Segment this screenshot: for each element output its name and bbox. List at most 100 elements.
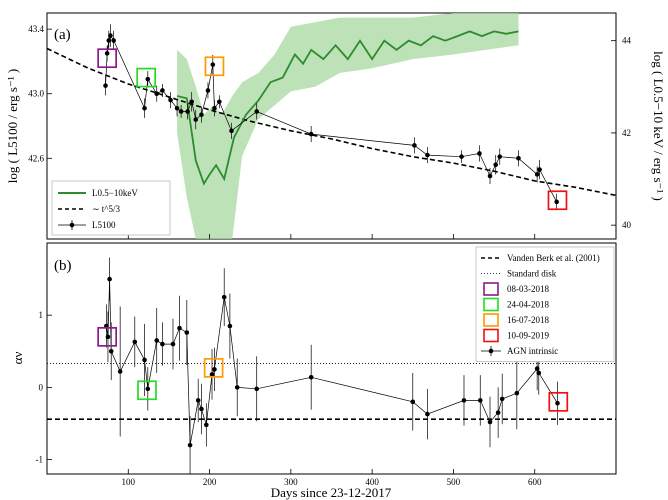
- panel-a-ticks: 42.6 43.0 43.4 40 42 44: [28, 24, 632, 239]
- l5100-point: [178, 109, 184, 114]
- y-tick-label: 43.0: [28, 89, 44, 99]
- panel-a-frame: [46, 12, 617, 240]
- x-tick-label: 600: [528, 477, 542, 487]
- x-tick-label: 200: [203, 477, 217, 487]
- highlight-box: [137, 380, 157, 401]
- y-tick-label: -1: [36, 455, 44, 465]
- l5100-point: [554, 199, 559, 205]
- l5100-point: [425, 152, 430, 158]
- y-right-tick-label: 40: [622, 220, 632, 230]
- panel-b-highlight-boxes: [97, 326, 569, 412]
- panel-b-label: (b): [54, 258, 72, 274]
- x-tick-label: 100: [122, 477, 136, 487]
- x-tick-label: 300: [284, 477, 298, 487]
- panel-a-legend: L0.5−10keV ∼ t^5/3 L5100: [51, 180, 171, 236]
- legend-swatch-box: [483, 282, 499, 296]
- legend-frame: [475, 246, 615, 362]
- agn-point: [160, 341, 165, 347]
- agn-point: [221, 294, 227, 300]
- agn-point: [410, 399, 416, 405]
- l5100-point: [199, 112, 204, 117]
- y-right-tick-label: 42: [622, 128, 631, 138]
- l5100-point: [108, 33, 113, 38]
- l5100-point: [493, 162, 498, 168]
- l5100-point: [217, 99, 222, 105]
- agn-point: [145, 386, 151, 392]
- l5100-point: [145, 76, 151, 82]
- agn-point: [105, 334, 111, 340]
- agn-point: [170, 341, 176, 347]
- agn-point: [254, 386, 260, 392]
- agn-point: [425, 411, 430, 417]
- y-tick-label: 43.4: [28, 24, 44, 34]
- legend-entry-label: 10-09-2019: [507, 331, 549, 341]
- highlight-box: [97, 48, 118, 69]
- agn-point: [209, 372, 215, 377]
- panel-b-frame: [46, 242, 617, 475]
- y-axis-title-left: log ( L5100 / erg s⁻¹ ): [5, 69, 20, 184]
- l5100-point: [189, 99, 194, 105]
- l5100-point: [412, 143, 417, 148]
- powerlaw-curve: [46, 47, 617, 197]
- l5100-point: [487, 173, 493, 179]
- panel-b: (b) -1 0 1 100 200 300 400 500 600 Vanden Berk e…: [10, 242, 617, 500]
- agn-point: [227, 323, 233, 329]
- legend-swatch-box: [483, 297, 499, 312]
- powerlaw-line: [46, 47, 617, 197]
- x-axis-title: Days since 23-12-2017: [271, 485, 392, 500]
- l5100-series: [103, 24, 559, 210]
- agn-point: [536, 370, 542, 376]
- agn-point: [212, 367, 217, 372]
- l5100-point: [160, 88, 165, 93]
- xray-series: [176, 30, 519, 186]
- l5100-point: [205, 88, 211, 93]
- x-tick-label: 400: [365, 477, 379, 487]
- highlight-box: [548, 391, 569, 412]
- l5100-point: [516, 155, 521, 161]
- l5100-point: [142, 105, 147, 111]
- legend-entry-label: AGN intrinsic: [507, 346, 558, 356]
- agn-point: [184, 330, 190, 335]
- agn-point: [142, 357, 147, 363]
- l5100-point: [185, 109, 190, 114]
- highlight-box: [136, 67, 157, 88]
- l5100-point: [104, 51, 110, 56]
- legend-entry-label: Standard disk: [507, 269, 557, 279]
- legend-entry-label: Vanden Berk et al. (2001): [507, 253, 600, 263]
- agn-point: [177, 325, 182, 331]
- agn-point: [514, 390, 520, 396]
- y-tick-label: 42.6: [28, 153, 44, 163]
- l5100-point: [212, 105, 217, 111]
- l5100-point: [174, 105, 180, 111]
- l5100-point: [193, 117, 199, 122]
- legend-l5100: L5100: [92, 220, 116, 230]
- y-axis-title-b: αν: [10, 352, 25, 365]
- y-axis-title-right: log ( L0.5−10 keV / erg s⁻¹ ): [651, 51, 666, 201]
- agn-point: [107, 276, 112, 282]
- agn-point: [461, 398, 467, 403]
- agn-point: [117, 369, 123, 374]
- agn-point: [499, 396, 505, 402]
- y-right-tick-label: 44: [622, 36, 632, 46]
- agn-point: [495, 410, 501, 415]
- legend-xray: L0.5−10keV: [92, 188, 138, 198]
- legend-powerlaw: ∼ t^5/3: [92, 204, 121, 214]
- panel-b-legend: Vanden Berk et al. (2001) Standard disk 08…: [475, 246, 615, 362]
- panel-b-ticks: -1 0 1 100 200 300 400 500 600: [36, 310, 542, 487]
- panel-a-highlight-boxes: [97, 48, 568, 211]
- agn-point: [195, 398, 201, 403]
- xray-line: [176, 30, 519, 186]
- legend-swatch-box: [483, 313, 499, 327]
- legend-swatch-box: [483, 328, 499, 343]
- l5100-point: [210, 62, 216, 67]
- panel-a-label: (a): [54, 27, 71, 43]
- agn-point: [204, 422, 209, 428]
- agn-point: [199, 406, 204, 412]
- legend-entry-label: 16-07-2018: [507, 315, 549, 325]
- l5100-point: [459, 154, 464, 159]
- l5100-point: [254, 109, 260, 114]
- l5100-point: [534, 172, 540, 177]
- l5100-point: [308, 131, 314, 137]
- agn-point: [154, 338, 160, 343]
